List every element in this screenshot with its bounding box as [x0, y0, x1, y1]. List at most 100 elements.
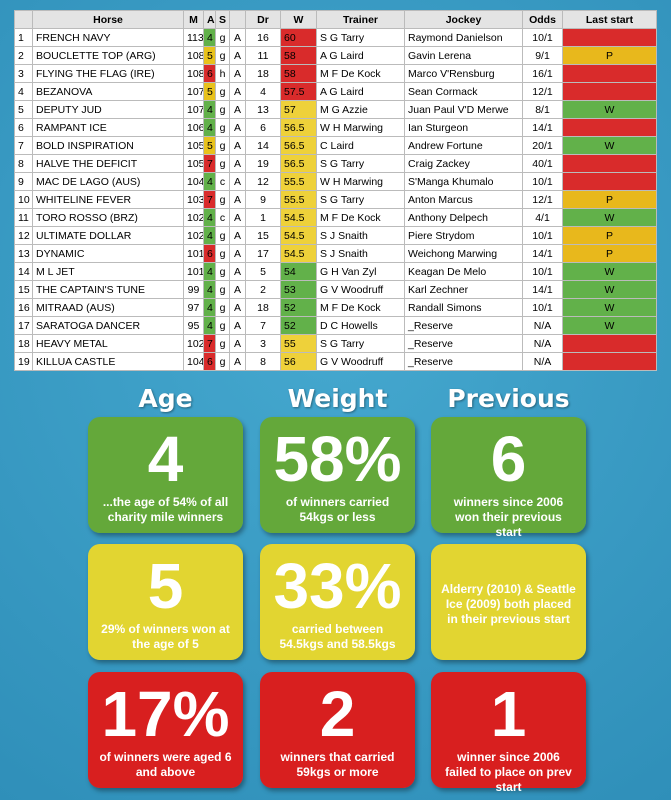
table-row: 15 THE CAPTAIN'S TUNE 99 4 g A 2 53 G V Woodruff…: [14, 280, 657, 299]
cell-m: 105: [183, 136, 204, 155]
cell-no: 3: [14, 64, 33, 83]
cell-trainer: M F De Kock: [316, 298, 405, 317]
stat-caption: winners since 2006 won their previous st…: [453, 495, 564, 539]
cell-odds: 16/1: [522, 64, 563, 83]
table-row: 14 M L JET 101 4 g A 5 54 G H Van Zyl Keagan De M…: [14, 262, 657, 281]
cell-jockey: Sean Cormack: [404, 82, 523, 101]
cell-trainer: M F De Kock: [316, 64, 405, 83]
cell-cls: A: [229, 64, 246, 83]
cell-no: 10: [14, 190, 33, 209]
cell-w: 54: [280, 262, 317, 281]
cell-odds: 8/1: [522, 100, 563, 119]
cell-jockey: Anthony Delpech: [404, 208, 523, 227]
cell-horse: MAC DE LAGO (AUS): [32, 172, 184, 191]
cell-no: 8: [14, 154, 33, 173]
cell-age: 5: [203, 136, 216, 155]
cell-age: 6: [203, 352, 216, 371]
cell-cls: A: [229, 298, 246, 317]
cell-cls: A: [229, 118, 246, 137]
cell-m: 105: [183, 154, 204, 173]
cell-m: 106: [183, 118, 204, 137]
cell-horse: M L JET: [32, 262, 184, 281]
cell-no: 4: [14, 82, 33, 101]
cell-w: 54.5: [280, 226, 317, 245]
cell-trainer: S G Tarry: [316, 190, 405, 209]
table-row: 4 BEZANOVA 107 5 g A 4 57.5 A G Laird Sean Cormac…: [14, 82, 657, 101]
cell-cls: A: [229, 172, 246, 191]
cell-jockey: Weichong Marwing: [404, 244, 523, 263]
cell-m: 104: [183, 172, 204, 191]
cell-jockey: Anton Marcus: [404, 190, 523, 209]
cell-odds: 12/1: [522, 82, 563, 101]
stat-card: 4 ...the age of 54% of all charity mile w…: [88, 417, 243, 533]
cell-m: 107: [183, 100, 204, 119]
cell-last: [562, 82, 657, 101]
cell-jockey: _Reserve: [404, 334, 523, 353]
stat-caption: winners that carried 59kgs or more: [280, 750, 395, 779]
header-cell: [14, 10, 33, 29]
race-table: Horse M A S Dr W Trainer Jockey Odds Last start 1…: [14, 10, 657, 371]
cell-odds: 14/1: [522, 280, 563, 299]
cell-odds: 20/1: [522, 136, 563, 155]
header-cell: [229, 10, 246, 29]
cell-age: 4: [203, 118, 216, 137]
cell-trainer: S J Snaith: [316, 226, 405, 245]
cell-last: W: [562, 100, 657, 119]
cell-cls: A: [229, 262, 246, 281]
header-cell: Trainer: [316, 10, 405, 29]
cell-sex: g: [215, 28, 230, 47]
cell-horse: DYNAMIC: [32, 244, 184, 263]
header-cell: A: [203, 10, 216, 29]
header-cell: S: [215, 10, 230, 29]
cell-trainer: S G Tarry: [316, 28, 405, 47]
table-row: 11 TORO ROSSO (BRZ) 102 4 c A 1 54.5 M F De Kock…: [14, 208, 657, 227]
table-row: 10 WHITELINE FEVER 103 7 g A 9 55.5 S G Tarry Ant…: [14, 190, 657, 209]
table-row: 3 FLYING THE FLAG (IRE) 108 6 h A 18 58 M F De K…: [14, 64, 657, 83]
cell-trainer: G V Woodruff: [316, 352, 405, 371]
cell-m: 101: [183, 244, 204, 263]
cell-horse: SARATOGA DANCER: [32, 316, 184, 335]
cell-odds: 9/1: [522, 46, 563, 65]
cell-last: [562, 28, 657, 47]
cell-w: 54.5: [280, 208, 317, 227]
cell-no: 7: [14, 136, 33, 155]
cell-m: 102: [183, 208, 204, 227]
cell-jockey: Marco V'Rensburg: [404, 64, 523, 83]
cell-age: 6: [203, 64, 216, 83]
stat-caption: carried between 54.5kgs and 58.5kgs: [279, 622, 396, 651]
cell-w: 52: [280, 316, 317, 335]
cell-last: W: [562, 298, 657, 317]
header-cell: Dr: [245, 10, 281, 29]
table-row: 6 RAMPANT ICE 106 4 g A 6 56.5 W H Marwing Ian St…: [14, 118, 657, 137]
cell-dr: 4: [245, 82, 281, 101]
cell-jockey: Randall Simons: [404, 298, 523, 317]
cell-last: [562, 118, 657, 137]
cell-odds: 40/1: [522, 154, 563, 173]
stat-card: 58% of winners carried 54kgs or less: [260, 417, 415, 533]
cell-sex: g: [215, 226, 230, 245]
table-row: 5 DEPUTY JUD 107 4 g A 13 57 M G Azzie Juan Paul …: [14, 100, 657, 119]
cell-odds: 10/1: [522, 298, 563, 317]
cell-age: 5: [203, 46, 216, 65]
cell-no: 13: [14, 244, 33, 263]
stat-caption: winner since 2006 failed to place on pre…: [445, 750, 572, 794]
cell-no: 16: [14, 298, 33, 317]
cell-m: 102: [183, 334, 204, 353]
cell-horse: FRENCH NAVY: [32, 28, 184, 47]
cell-m: 99: [183, 280, 204, 299]
cell-last: [562, 154, 657, 173]
cell-odds: N/A: [522, 352, 563, 371]
cell-w: 56.5: [280, 118, 317, 137]
cell-dr: 13: [245, 100, 281, 119]
section-title: Weight: [287, 384, 388, 413]
cell-age: 6: [203, 244, 216, 263]
stat-card: Alderry (2010) & Seattle Ice (2009) both…: [431, 544, 586, 660]
stat-number: 5: [147, 550, 184, 622]
cell-age: 4: [203, 172, 216, 191]
cell-last: P: [562, 190, 657, 209]
cell-trainer: W H Marwing: [316, 118, 405, 137]
cell-dr: 2: [245, 280, 281, 299]
cell-dr: 18: [245, 298, 281, 317]
